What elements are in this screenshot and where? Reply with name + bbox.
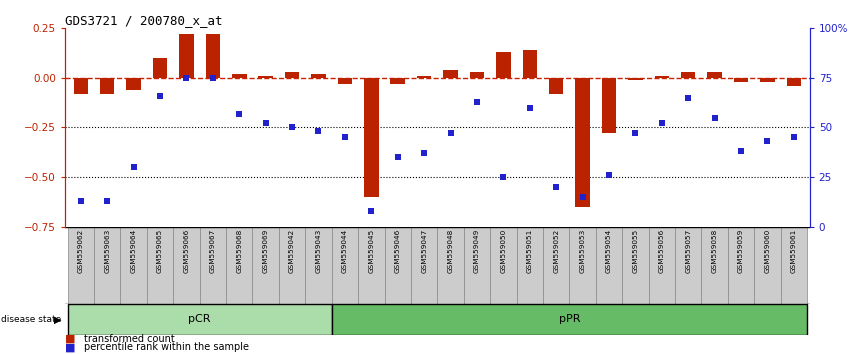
Bar — [311, 74, 326, 78]
Bar — [754, 227, 780, 304]
Bar — [602, 78, 617, 133]
Text: transformed count: transformed count — [84, 334, 175, 344]
Text: ▶: ▶ — [54, 314, 61, 325]
Bar — [100, 78, 114, 94]
Text: GSM559051: GSM559051 — [527, 229, 533, 273]
Bar — [786, 78, 801, 86]
Bar — [306, 227, 332, 304]
Text: GSM559046: GSM559046 — [395, 229, 401, 273]
Bar — [701, 227, 727, 304]
Bar — [708, 72, 722, 78]
Bar — [549, 78, 564, 94]
Text: GSM559045: GSM559045 — [368, 229, 374, 273]
Text: GSM559042: GSM559042 — [289, 229, 295, 273]
Bar — [179, 34, 194, 78]
Bar — [649, 227, 675, 304]
Text: GSM559055: GSM559055 — [632, 229, 638, 273]
Text: GSM559063: GSM559063 — [104, 229, 110, 273]
Bar — [437, 227, 463, 304]
Text: pPR: pPR — [559, 314, 580, 325]
Bar — [622, 227, 649, 304]
Bar — [120, 227, 147, 304]
Text: ■: ■ — [65, 342, 75, 352]
Text: GSM559044: GSM559044 — [342, 229, 348, 273]
Bar — [126, 78, 141, 90]
Text: GSM559059: GSM559059 — [738, 229, 744, 273]
Text: GDS3721 / 200780_x_at: GDS3721 / 200780_x_at — [65, 14, 223, 27]
Text: GSM559060: GSM559060 — [765, 229, 771, 273]
Text: GSM559047: GSM559047 — [421, 229, 427, 273]
Bar — [232, 74, 247, 78]
Text: GSM559053: GSM559053 — [579, 229, 585, 273]
Bar — [463, 227, 490, 304]
Text: percentile rank within the sample: percentile rank within the sample — [84, 342, 249, 352]
Bar — [780, 227, 807, 304]
Bar — [760, 78, 775, 82]
Bar — [516, 227, 543, 304]
Bar — [332, 304, 807, 335]
Text: GSM559057: GSM559057 — [685, 229, 691, 273]
Bar — [68, 227, 94, 304]
Text: GSM559066: GSM559066 — [184, 229, 190, 273]
Text: ■: ■ — [65, 334, 75, 344]
Bar — [575, 78, 590, 207]
Text: GSM559056: GSM559056 — [659, 229, 665, 273]
Text: pCR: pCR — [189, 314, 211, 325]
Text: GSM559054: GSM559054 — [606, 229, 612, 273]
Bar — [338, 78, 352, 84]
Text: GSM559049: GSM559049 — [474, 229, 480, 273]
Bar — [681, 72, 695, 78]
Bar — [411, 227, 437, 304]
Bar — [628, 78, 643, 80]
Text: GSM559061: GSM559061 — [791, 229, 797, 273]
Bar — [734, 78, 748, 82]
Text: GSM559052: GSM559052 — [553, 229, 559, 273]
Bar — [496, 52, 511, 78]
Bar — [152, 58, 167, 78]
Bar — [200, 227, 226, 304]
Bar — [226, 227, 253, 304]
Bar — [522, 50, 537, 78]
Bar — [332, 227, 359, 304]
Text: disease state: disease state — [1, 315, 61, 324]
Bar — [675, 227, 701, 304]
Bar — [417, 76, 431, 78]
Bar — [385, 227, 411, 304]
Bar — [173, 227, 200, 304]
Text: GSM559043: GSM559043 — [315, 229, 321, 273]
Bar — [359, 227, 385, 304]
Bar — [253, 227, 279, 304]
Bar — [569, 227, 596, 304]
Bar — [727, 227, 754, 304]
Text: GSM559067: GSM559067 — [210, 229, 216, 273]
Text: GSM559069: GSM559069 — [262, 229, 268, 273]
Text: GSM559062: GSM559062 — [78, 229, 84, 273]
Text: GSM559068: GSM559068 — [236, 229, 242, 273]
Text: GSM559064: GSM559064 — [131, 229, 137, 273]
Bar — [205, 34, 220, 78]
Bar — [543, 227, 569, 304]
Bar — [490, 227, 516, 304]
Bar — [364, 78, 378, 197]
Bar — [443, 70, 458, 78]
Bar — [469, 72, 484, 78]
Text: GSM559048: GSM559048 — [448, 229, 454, 273]
Bar — [74, 78, 88, 94]
Text: GSM559058: GSM559058 — [712, 229, 718, 273]
Bar — [391, 78, 405, 84]
Text: GSM559065: GSM559065 — [157, 229, 163, 273]
Bar — [68, 304, 332, 335]
Bar — [285, 72, 300, 78]
Bar — [258, 76, 273, 78]
Text: GSM559050: GSM559050 — [501, 229, 507, 273]
Bar — [94, 227, 120, 304]
Bar — [279, 227, 306, 304]
Bar — [655, 76, 669, 78]
Bar — [596, 227, 622, 304]
Bar — [147, 227, 173, 304]
